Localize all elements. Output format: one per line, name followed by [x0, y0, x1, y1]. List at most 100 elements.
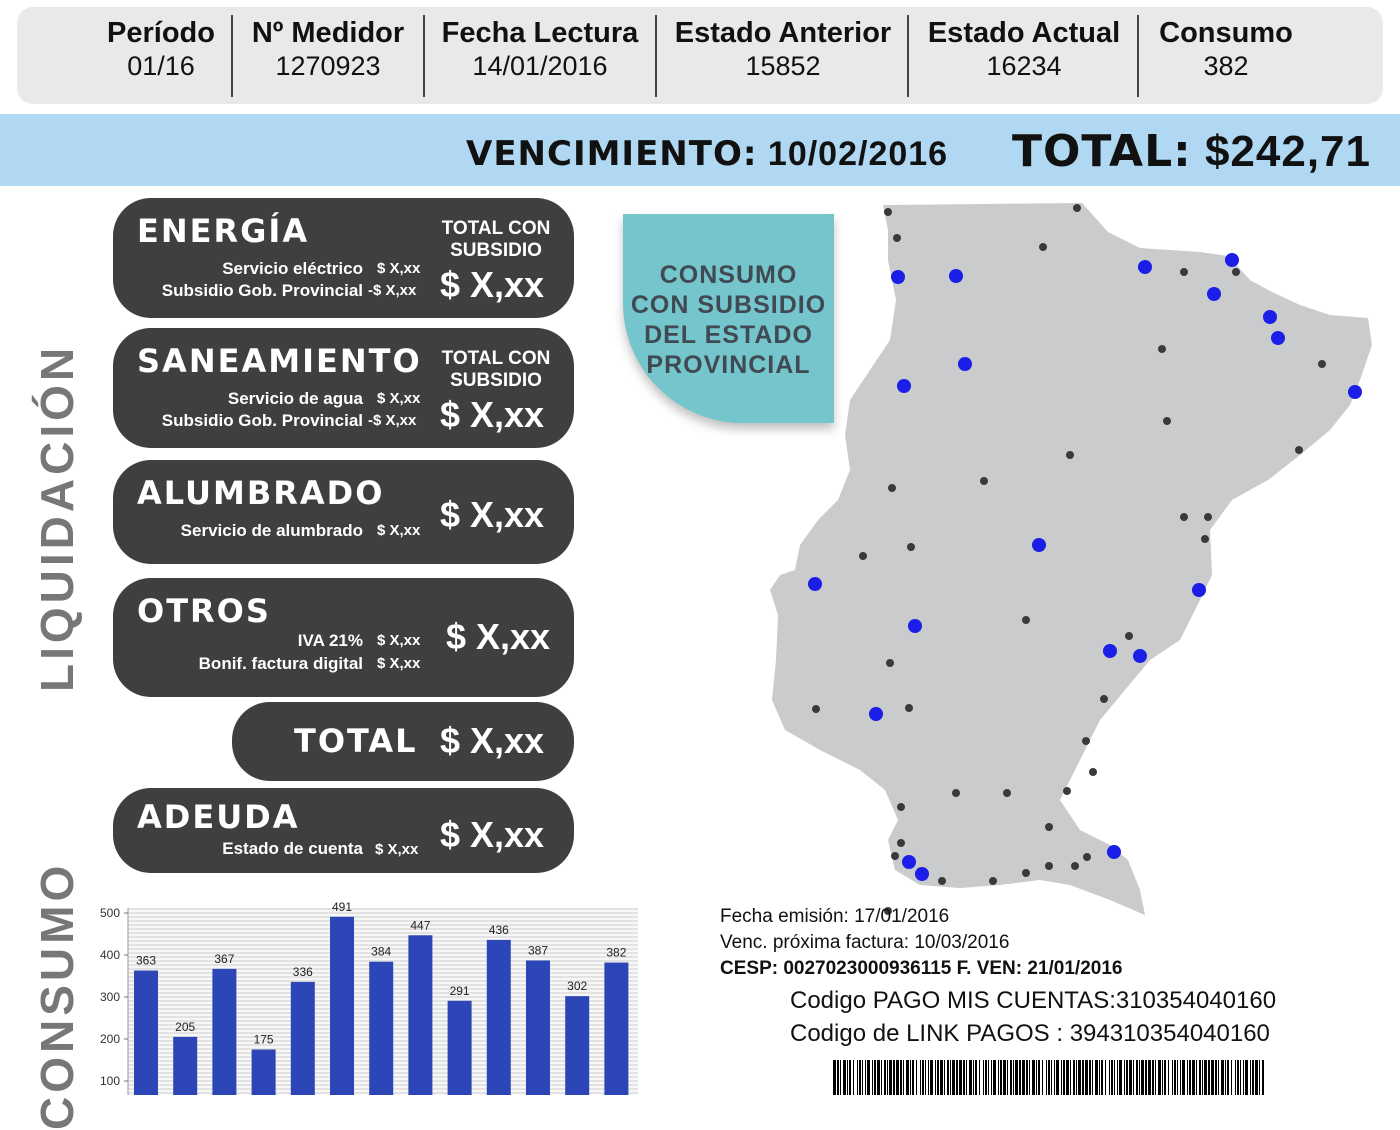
barcode-bar [1109, 1060, 1110, 1095]
barcode-bar [1056, 1060, 1059, 1095]
barcode-bar [1252, 1060, 1254, 1095]
barcode-bar [1235, 1060, 1236, 1095]
barcode-bar [1063, 1060, 1065, 1095]
otros-amount: $ X,xx [446, 616, 551, 657]
barcode-bar [1051, 1060, 1052, 1095]
total-card: TOTAL $ X,xx [232, 702, 574, 781]
barcode-bar [1221, 1060, 1224, 1095]
vencimiento: VENCIMIENTO: 10/02/2016 [466, 134, 948, 174]
map-dot [1063, 787, 1071, 795]
vencimiento-label: VENCIMIENTO: [466, 134, 758, 174]
map-dot [1163, 417, 1171, 425]
barcode-bar [1164, 1060, 1166, 1095]
barcode-bar [1189, 1060, 1191, 1095]
barcode-bar [1099, 1060, 1100, 1095]
saneamiento-total-label: TOTAL CON SUBSIDIO [431, 348, 561, 392]
barcode-bar [1038, 1060, 1040, 1095]
barcode-bar [1078, 1060, 1081, 1095]
energia-line1: Servicio eléctrico [222, 259, 363, 278]
alumbrado-line1-value: $ X,xx [377, 522, 421, 539]
saneamiento-title: SANEAMIENTO [137, 342, 422, 380]
alumbrado-line1: Servicio de alumbrado [180, 521, 363, 540]
barcode-bar [1182, 1060, 1185, 1095]
barcode-bar [1177, 1060, 1178, 1095]
saneamiento-line1-value: $ X,xx [377, 390, 421, 407]
saneamiento-total-label-1: TOTAL CON [441, 348, 551, 369]
barcode-bar [857, 1060, 858, 1095]
map-dot [893, 234, 901, 242]
medidor-label: Nº Medidor [251, 17, 405, 49]
barcode-bar [1204, 1060, 1207, 1095]
energia-total-label-2: SUBSIDIO [450, 240, 542, 261]
map-dot [1158, 345, 1166, 353]
barcode-bar [1136, 1060, 1138, 1095]
barcode-bar [928, 1060, 929, 1095]
barcode-bar [884, 1060, 886, 1095]
barcode-bar [916, 1060, 917, 1095]
barcode-bar [1192, 1060, 1195, 1095]
barcode-bar [847, 1060, 848, 1095]
barcode-bar [1162, 1060, 1163, 1095]
map-blue-dot [1225, 253, 1239, 267]
map-dot [1089, 768, 1097, 776]
map-dot [884, 208, 892, 216]
barcode-bar [988, 1060, 989, 1095]
barcode-bar [867, 1060, 870, 1095]
barcode-bar [975, 1060, 977, 1095]
barcode-bar [1095, 1060, 1098, 1095]
barcode-bar [944, 1060, 945, 1095]
barcode-bar [1174, 1060, 1176, 1095]
map-dot [938, 877, 946, 885]
barcode-bar [1139, 1060, 1140, 1095]
barcode-bar [843, 1060, 846, 1095]
map-dot [1125, 632, 1133, 640]
barcode-bar [1155, 1060, 1156, 1095]
reading-info-bar [17, 7, 1383, 104]
barcode-bar [1141, 1060, 1144, 1095]
barcode-bar [1168, 1060, 1169, 1095]
barcode-bar [991, 1060, 992, 1095]
codigo-link-pagos: Codigo de LINK PAGOS : 394310354040160 [790, 1020, 1270, 1047]
barcode-bar [1046, 1060, 1047, 1095]
barcode-bar [862, 1060, 863, 1095]
due-band [0, 114, 1400, 186]
barcode-bar [1196, 1060, 1197, 1095]
barcode-bar [1111, 1060, 1113, 1095]
barcode-bar [1255, 1060, 1258, 1095]
barcode-bar [877, 1060, 880, 1095]
energia-line2: Subsidio Gob. Provincial [161, 281, 363, 300]
barcode-bar [887, 1060, 888, 1095]
vencimiento-date: 10/02/2016 [767, 135, 949, 173]
energia-amount: $ X,xx [440, 264, 545, 305]
saneamiento-total-label-2: SUBSIDIO [450, 370, 542, 391]
map-dot [907, 543, 915, 551]
map-dot [1083, 853, 1091, 861]
map-blue-dot [1263, 310, 1277, 324]
barcode-bar [985, 1060, 987, 1095]
map-blue-dot [891, 270, 905, 284]
barcode-bar [950, 1060, 951, 1095]
barcode-bar [1227, 1060, 1229, 1095]
saneamiento-amount: $ X,xx [440, 394, 545, 435]
divider [423, 15, 425, 97]
saneamiento-line2-value: -$ X,xx [368, 412, 417, 429]
barcode-bar [1036, 1060, 1037, 1095]
barcode-bar [956, 1060, 958, 1095]
map-dot [989, 877, 997, 885]
energia-line1-value: $ X,xx [377, 260, 421, 277]
map-dot [905, 704, 913, 712]
province-map [770, 203, 1372, 915]
barcode-bar [1105, 1060, 1106, 1095]
barcode-bar [1073, 1060, 1075, 1095]
barcode-bar [849, 1060, 851, 1095]
barcode-bar [906, 1060, 909, 1095]
codigo-pago-mis-cuentas: Codigo PAGO MIS CUENTAS:310354040160 [790, 987, 1277, 1014]
map-dot [891, 852, 899, 860]
map-dots [812, 204, 1326, 915]
map-blue-dot [1348, 385, 1362, 399]
fecha-lectura-value: 14/01/2016 [472, 51, 608, 81]
barcode-bar [1180, 1060, 1181, 1095]
consumo-cell: Consumo 382 [1142, 8, 1310, 90]
subsidy-line-2: CON SUBSIDIO [630, 291, 827, 319]
barcode-bar [1054, 1060, 1055, 1095]
